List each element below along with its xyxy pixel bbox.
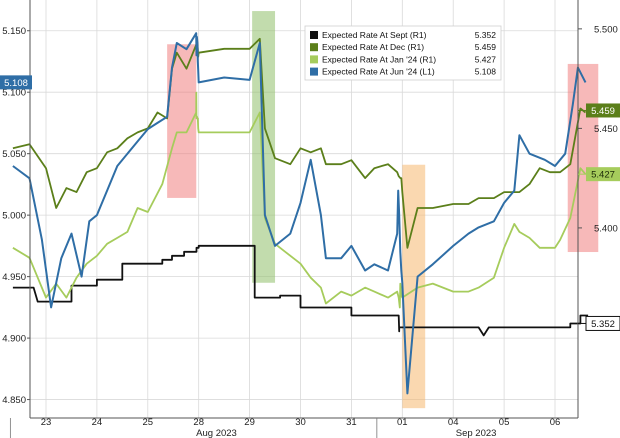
- right-value-badge: [586, 167, 620, 182]
- y-left-tick-label: 4.850: [2, 395, 26, 406]
- legend-label: Expected Rate At Dec (R1): [322, 42, 424, 52]
- legend: Expected Rate At Sept (R1) 5.352 Expected …: [304, 25, 502, 81]
- legend-label: Expected Rate At Sept (R1): [322, 30, 427, 40]
- y-right-tick-label: 5.500: [594, 24, 618, 35]
- legend-swatch: [310, 31, 318, 39]
- series-line: [12, 32, 587, 395]
- right-value-badge-text: 5.427: [591, 170, 615, 181]
- x-tick-label: 30: [295, 417, 306, 428]
- legend-swatch: [310, 67, 318, 76]
- y-left-tick-label: 5.150: [2, 26, 26, 37]
- series-line: [12, 37, 587, 249]
- series-lines: [12, 32, 589, 395]
- highlight-box: [567, 63, 599, 253]
- y-left-tick-label: 4.900: [2, 334, 26, 345]
- right-value-badge: [586, 103, 620, 118]
- legend-label: Expected Rate At Jan '24 (R1): [322, 54, 436, 64]
- y-right-tick-label: 5.450: [594, 124, 618, 135]
- y-left-tick-label: 5.000: [2, 211, 26, 222]
- legend-value: 5.352: [475, 30, 497, 40]
- series-line: [12, 244, 589, 337]
- x-tick-label: 29: [244, 417, 255, 428]
- left-value-badge-text: 5.108: [4, 78, 28, 89]
- legend-swatch: [310, 43, 318, 52]
- right-value-badge-text: 5.352: [591, 319, 615, 330]
- y-right-tick-label: 5.400: [594, 223, 618, 234]
- legend-value: 5.427: [475, 54, 497, 64]
- y-left-tick-label: 4.950: [2, 272, 26, 283]
- left-value-badge: [0, 75, 32, 90]
- x-tick-label: 28: [193, 417, 204, 428]
- month-label: Aug 2023: [196, 428, 237, 438]
- series-line: [12, 91, 587, 309]
- highlight-box: [402, 164, 426, 409]
- x-tick-label: 01: [397, 417, 408, 428]
- x-tick-label: 05: [499, 417, 510, 428]
- month-label: Sep 2023: [456, 428, 497, 438]
- right-value-badge-text: 5.459: [591, 106, 615, 117]
- legend-box: [304, 25, 502, 81]
- x-tick-label: 23: [41, 417, 52, 428]
- x-tick-label: 31: [346, 417, 357, 428]
- y-left-tick-label: 5.100: [2, 88, 26, 99]
- y-left-tick-label: 5.050: [2, 149, 26, 160]
- legend-swatch: [310, 55, 318, 64]
- x-tick-label: 06: [550, 417, 561, 428]
- value-badges: 5.108 5.459 5.427 5.352: [0, 75, 620, 331]
- legend-value: 5.108: [475, 67, 497, 77]
- legend-label: Expected Rate At Jun '24 (L1): [322, 67, 435, 77]
- legend-value: 5.459: [475, 42, 497, 52]
- x-tick-label: 25: [143, 417, 154, 428]
- x-tick-label: 04: [448, 417, 459, 428]
- x-tick-label: 24: [92, 417, 103, 428]
